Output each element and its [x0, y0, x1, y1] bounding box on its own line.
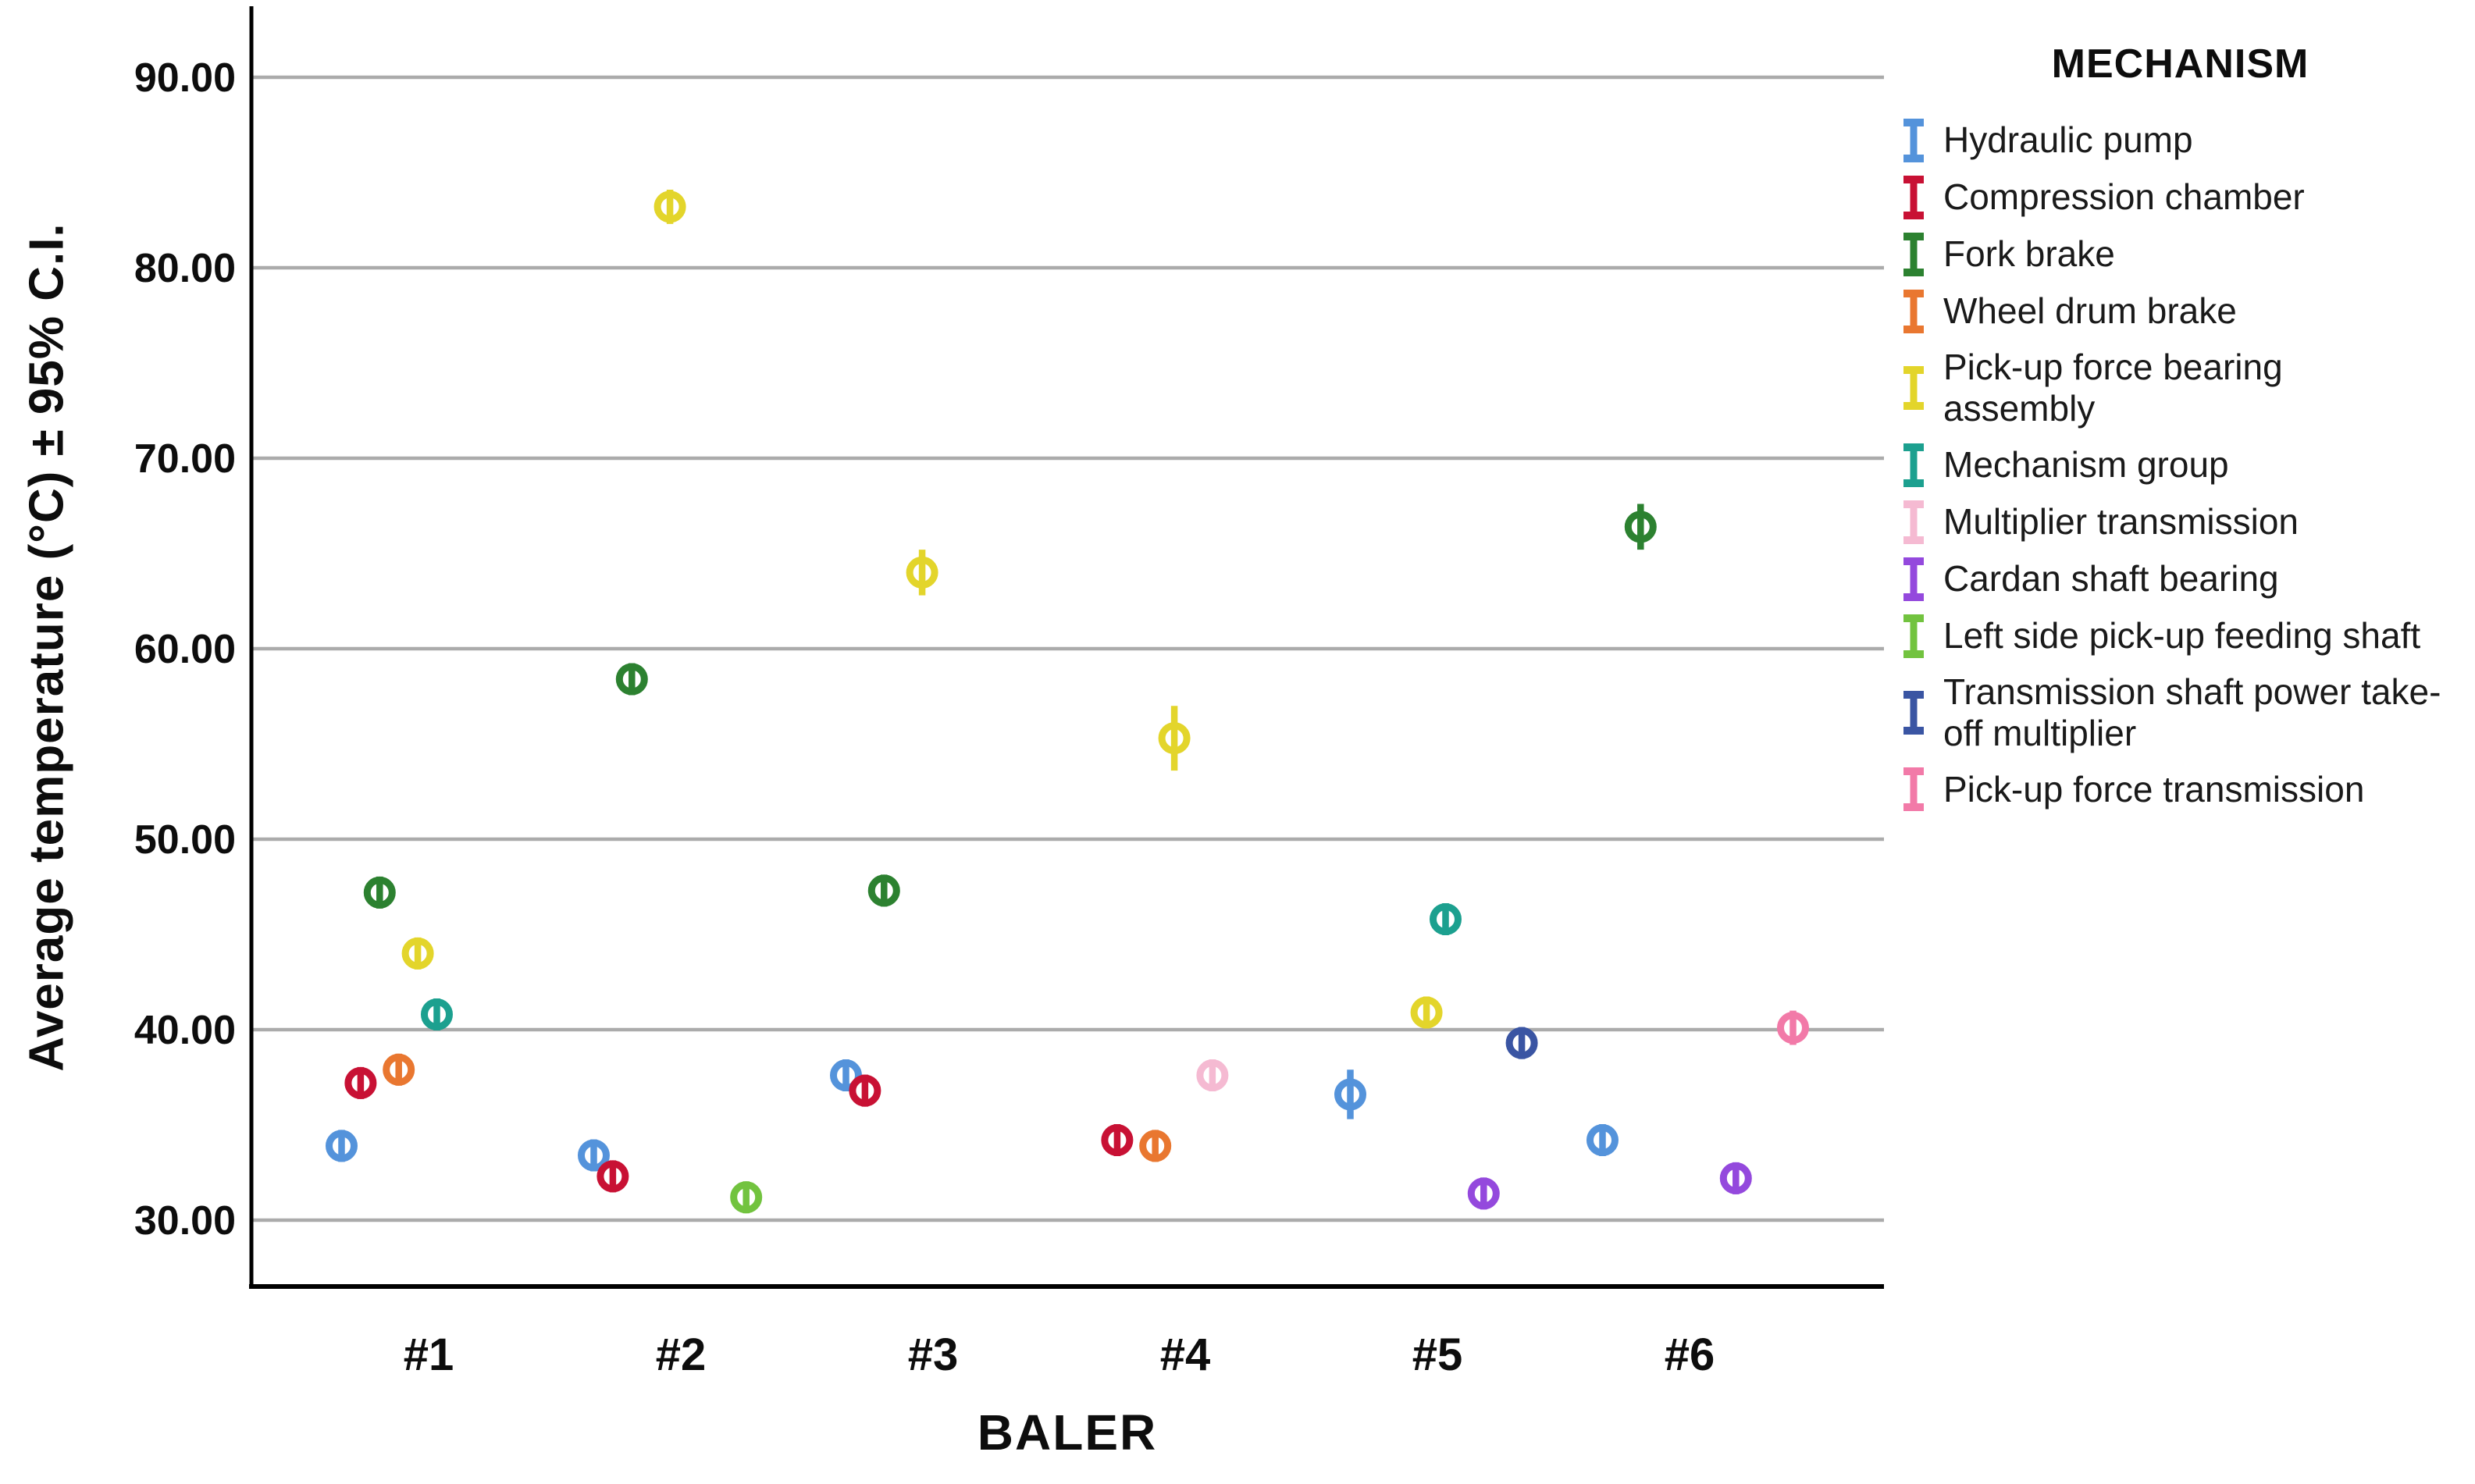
legend-item: Pick-up force bearing assembly	[1901, 347, 2459, 430]
y-tick-label: 30.00	[134, 1198, 236, 1244]
y-tick-label: 70.00	[134, 436, 236, 482]
legend-item-label: Fork brake	[1943, 233, 2115, 275]
x-tick-label: #3	[908, 1329, 959, 1380]
legend-item-label: Wheel drum brake	[1943, 290, 2237, 332]
gridlines	[251, 75, 1884, 1222]
data-point-baler4	[1139, 1130, 1172, 1162]
data-point-baler5	[1467, 1177, 1500, 1210]
data-point-baler1	[344, 1066, 377, 1099]
legend-item: Fork brake	[1901, 233, 2459, 276]
legend-item: Mechanism group	[1901, 443, 2459, 487]
y-axis-title: Average temperature (°C) ± 95% C.I.	[20, 222, 74, 1072]
error-bar-swatch-icon	[1903, 767, 1924, 812]
data-point-baler3	[867, 874, 900, 907]
data-point-baler5	[1505, 1027, 1538, 1059]
axes	[249, 6, 1884, 1289]
legend: MECHANISM Hydraulic pump Compression cham…	[1901, 41, 2459, 824]
x-tick-label: #1	[404, 1329, 454, 1380]
y-tick-label: 80.00	[134, 246, 236, 291]
data-point-baler2	[577, 1139, 610, 1172]
y-tick-label: 40.00	[134, 1008, 236, 1053]
x-tick-label: #5	[1412, 1329, 1463, 1380]
legend-item-label: Mechanism group	[1943, 444, 2229, 486]
data-point-baler2	[615, 663, 648, 696]
error-bar-swatch-icon	[1903, 557, 1924, 601]
data-point-baler6	[1624, 504, 1657, 550]
error-bar-swatch-icon	[1903, 443, 1924, 487]
legend-item-label: Hydraulic pump	[1943, 119, 2193, 161]
y-tick-label: 90.00	[134, 55, 236, 101]
legend-title: MECHANISM	[2051, 41, 2309, 87]
data-point-baler1	[383, 1053, 415, 1086]
legend-item: Multiplier transmission	[1901, 500, 2459, 544]
data-point-baler5	[1410, 996, 1443, 1029]
data-point-baler1	[401, 937, 434, 970]
x-axis-title: BALER	[977, 1404, 1158, 1461]
legend-item-label: Pick-up force bearing assembly	[1943, 347, 2283, 429]
legend-item-list: Hydraulic pump Compression chamber Fork br…	[1901, 119, 2459, 812]
error-bar-swatch-icon	[1903, 500, 1924, 544]
data-point-baler4	[1196, 1059, 1229, 1092]
legend-item: Compression chamber	[1901, 176, 2459, 219]
legend-item: Hydraulic pump	[1901, 119, 2459, 162]
data-point-baler3	[906, 550, 938, 596]
data-point-baler1	[420, 998, 453, 1030]
data-point-baler1	[325, 1130, 358, 1162]
y-tick-labels: 30.00 40.00 50.00 60.00 70.00 80.00 90.00	[134, 55, 236, 1244]
legend-item-label: Pick-up force transmission	[1943, 768, 2365, 810]
legend-item: Pick-up force transmission	[1901, 767, 2459, 812]
data-point-baler3	[849, 1074, 881, 1107]
data-point-baler6	[1776, 1010, 1809, 1045]
data-point-baler4	[1101, 1124, 1134, 1157]
data-points	[325, 189, 1809, 1214]
x-tick-label: #2	[656, 1329, 707, 1380]
y-tick-label: 60.00	[134, 627, 236, 672]
x-tick-labels: #1 #2 #3 #4 #5 #6	[404, 1329, 1715, 1380]
legend-item-label: Multiplier transmission	[1943, 501, 2299, 543]
x-tick-label: #6	[1665, 1329, 1715, 1380]
error-bar-swatch-icon	[1903, 290, 1924, 333]
data-point-baler2	[730, 1181, 763, 1214]
error-bar-swatch-icon	[1903, 366, 1924, 411]
error-bar-swatch-icon	[1903, 614, 1924, 658]
x-tick-label: #4	[1160, 1329, 1211, 1380]
data-point-baler2	[653, 189, 686, 224]
legend-item-label: Compression chamber	[1943, 176, 2305, 218]
error-bar-swatch-icon	[1903, 691, 1924, 735]
legend-item: Left side pick-up feeding shaft	[1901, 614, 2459, 658]
data-point-baler2	[596, 1160, 629, 1193]
legend-item: Wheel drum brake	[1901, 290, 2459, 333]
data-point-baler1	[363, 876, 396, 909]
error-bar-swatch-icon	[1903, 233, 1924, 276]
data-point-baler5	[1429, 902, 1462, 935]
legend-item-label: Cardan shaft bearing	[1943, 558, 2279, 600]
error-bar-swatch-icon	[1903, 176, 1924, 219]
legend-item-label: Transmission shaft power take-off multip…	[1943, 671, 2441, 754]
y-tick-label: 50.00	[134, 817, 236, 863]
data-point-baler6	[1586, 1124, 1619, 1157]
error-bar-swatch-icon	[1903, 119, 1924, 162]
data-point-baler6	[1719, 1162, 1752, 1194]
legend-item: Transmission shaft power take-off multip…	[1901, 671, 2459, 755]
legend-item-label: Left side pick-up feeding shaft	[1943, 615, 2421, 657]
data-point-baler5	[1334, 1069, 1366, 1119]
data-point-baler4	[1158, 706, 1191, 771]
legend-item: Cardan shaft bearing	[1901, 557, 2459, 601]
